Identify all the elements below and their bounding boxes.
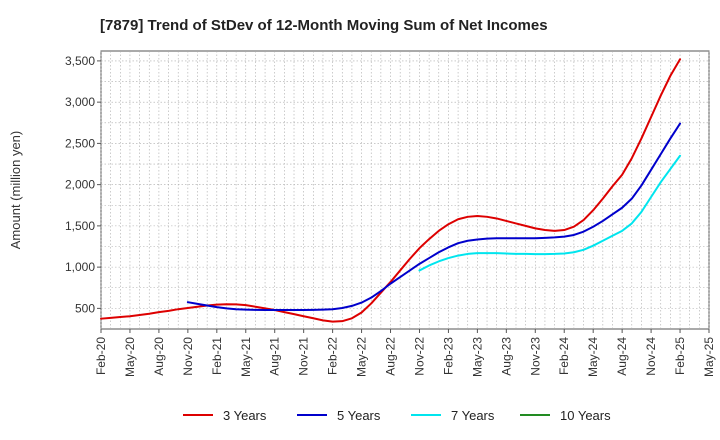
x-tick-label: May-24 (586, 337, 600, 377)
plot-area (100, 50, 710, 330)
y-tick-label: 3,000 (65, 95, 95, 109)
x-tick-label: May-25 (702, 337, 716, 377)
x-tick-label: Nov-24 (644, 337, 658, 376)
y-tick-label: 2,000 (65, 178, 95, 192)
x-tick-label: May-21 (239, 337, 253, 377)
y-tick-label: 1,500 (65, 219, 95, 233)
x-tick-label: Aug-21 (268, 337, 282, 376)
series-lines (100, 58, 682, 323)
legend-label: 3 Years (223, 408, 267, 423)
series-line-7-years (418, 154, 682, 272)
chart-title: [7879] Trend of StDev of 12-Month Moving… (100, 17, 548, 34)
x-tick-label: May-20 (123, 337, 137, 377)
x-tick-label: Feb-25 (673, 337, 687, 375)
legend-item: 5 Years (297, 408, 381, 423)
series-line-5-years (186, 122, 682, 312)
legend-label: 5 Years (337, 408, 381, 423)
legend-label: 10 Years (560, 408, 611, 423)
x-tick-label: Feb-22 (326, 337, 340, 375)
x-tick-label: Nov-22 (412, 337, 426, 376)
x-tick-label: Nov-20 (181, 337, 195, 376)
series-line-3-years (100, 58, 682, 323)
x-tick-label: Feb-23 (441, 337, 455, 375)
x-tick-label: May-22 (355, 337, 369, 377)
y-tick-label: 1,000 (65, 260, 95, 274)
x-tick-label: Feb-20 (94, 337, 108, 375)
x-tick-label: Nov-21 (297, 337, 311, 376)
legend-label: 7 Years (451, 408, 495, 423)
x-tick-label: May-23 (470, 337, 484, 377)
legend-item: 3 Years (183, 408, 267, 423)
legend-item: 10 Years (520, 408, 611, 423)
y-axis-label: Amount (million yen) (8, 131, 23, 250)
x-tick-label: Aug-22 (384, 337, 398, 376)
y-axis: 500 1,000 1,500 2,000 2,500 3,000 3,500 (65, 54, 101, 315)
x-tick-label: Aug-23 (499, 337, 513, 376)
x-tick-label: Aug-20 (152, 337, 166, 376)
x-axis: Feb-20 May-20 Aug-20 Nov-20 Feb-21 May-21 Aug-… (94, 329, 716, 377)
legend: 3 Years 5 Years 7 Years 10 Years (183, 408, 611, 423)
x-tick-label: Feb-21 (210, 337, 224, 375)
y-tick-label: 500 (75, 301, 95, 315)
x-tick-label: Aug-24 (615, 337, 629, 376)
legend-item: 7 Years (411, 408, 495, 423)
x-tick-label: Feb-24 (557, 337, 571, 375)
y-tick-label: 2,500 (65, 136, 95, 150)
x-tick-label: Nov-23 (528, 337, 542, 376)
y-tick-label: 3,500 (65, 54, 95, 68)
